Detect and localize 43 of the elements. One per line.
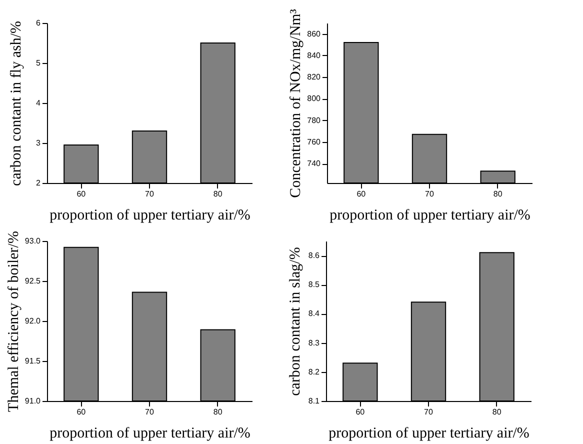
y-tick-label: 8.1: [308, 396, 320, 406]
y-tick-label: 92.5: [24, 276, 42, 286]
y-tick-label: 3: [36, 138, 42, 148]
x-axis-title: proportion of upper tertiary air/%: [328, 426, 530, 442]
y-tick-label: 760: [307, 137, 322, 146]
y-tick-label: 780: [307, 116, 322, 125]
x-tick-label: 60: [76, 408, 86, 416]
x-tick-label: 70: [425, 190, 434, 198]
x-tick-label: 80: [493, 190, 503, 198]
y-tick-label: 8.5: [308, 280, 320, 290]
y-tick-label: 820: [307, 72, 322, 82]
y-tick-label: 91.0: [24, 396, 42, 406]
y-axis-title: carbon contant in slag/%: [288, 247, 304, 396]
x-tick-label: 60: [356, 190, 366, 198]
x-axis-title: proportion of upper tertiary air/%: [50, 208, 250, 224]
y-tick-label: 6: [36, 18, 42, 28]
y-tick-label: 4: [36, 98, 42, 108]
y-tick-label: 8.2: [308, 367, 320, 376]
y-tick-label: 91.5: [24, 356, 42, 366]
y-tick-label: 8.4: [308, 309, 320, 318]
x-tick-label: 70: [145, 408, 154, 416]
y-tick-label: 840: [307, 50, 322, 60]
y-tick-label: 800: [307, 94, 322, 104]
x-tick-label: 60: [76, 190, 86, 198]
y-tick-label: 860: [307, 29, 322, 38]
y-axis-title: Themal efficiency of boiler/%: [6, 231, 22, 412]
y-tick-label: 92.0: [24, 316, 42, 326]
x-tick-label: 80: [492, 408, 502, 416]
x-tick-label: 70: [424, 408, 434, 416]
x-tick-label: 80: [213, 190, 223, 198]
y-tick-label: 8.3: [308, 338, 320, 348]
y-tick-label: 5: [36, 58, 42, 68]
y-axis-title: Concentration of NOx/mg/Nm³: [288, 8, 304, 198]
x-axis-title: proportion of upper tertiary air/%: [50, 426, 250, 442]
x-axis-title: proportion of upper tertiary air/%: [330, 208, 530, 224]
y-axis-title: carbon contant in fly ash/%: [8, 21, 24, 186]
y-tick-label: 2: [36, 178, 42, 188]
y-tick-label: 740: [307, 159, 322, 168]
x-tick-label: 60: [356, 408, 366, 416]
x-tick-label: 70: [145, 190, 154, 198]
y-tick-label: 8.6: [308, 251, 320, 260]
x-tick-label: 80: [213, 408, 223, 416]
y-tick-label: 93.0: [24, 236, 42, 246]
